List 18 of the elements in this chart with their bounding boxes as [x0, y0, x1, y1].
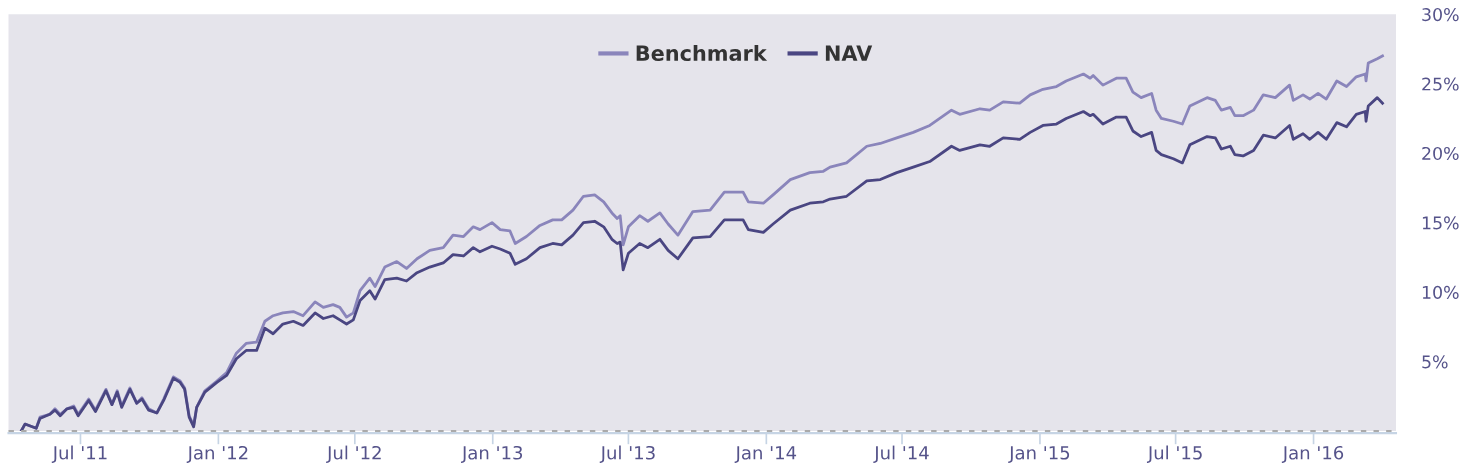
x-tick-label: Jan '15 — [1008, 446, 1070, 463]
x-tick-label: Jan '16 — [1281, 445, 1344, 463]
x-tick-label: Jul '14 — [873, 445, 929, 463]
y-tick-label: 15% — [1422, 216, 1459, 230]
y-tick-label: 30% — [1422, 8, 1459, 22]
x-tick-label: Jul '11 — [51, 445, 107, 463]
legend-label: Benchmark — [636, 44, 768, 62]
x-tick-label: Jul '13 — [599, 445, 655, 463]
x-tick-label: Jul '12 — [326, 445, 381, 463]
x-tick-label: Jan '14 — [734, 446, 797, 463]
y-tick-label: 10% — [1422, 285, 1459, 299]
x-tick-label: Jan '12 — [186, 445, 248, 463]
y-tick-label: 5% — [1422, 355, 1448, 369]
x-tick-label: Jan '13 — [461, 445, 523, 463]
legend-label: NAV — [825, 45, 873, 61]
x-tick-label: Jul '15 — [1146, 445, 1202, 463]
y-tick-label: 25% — [1422, 77, 1459, 91]
y-tick-label: 20% — [1422, 146, 1459, 161]
